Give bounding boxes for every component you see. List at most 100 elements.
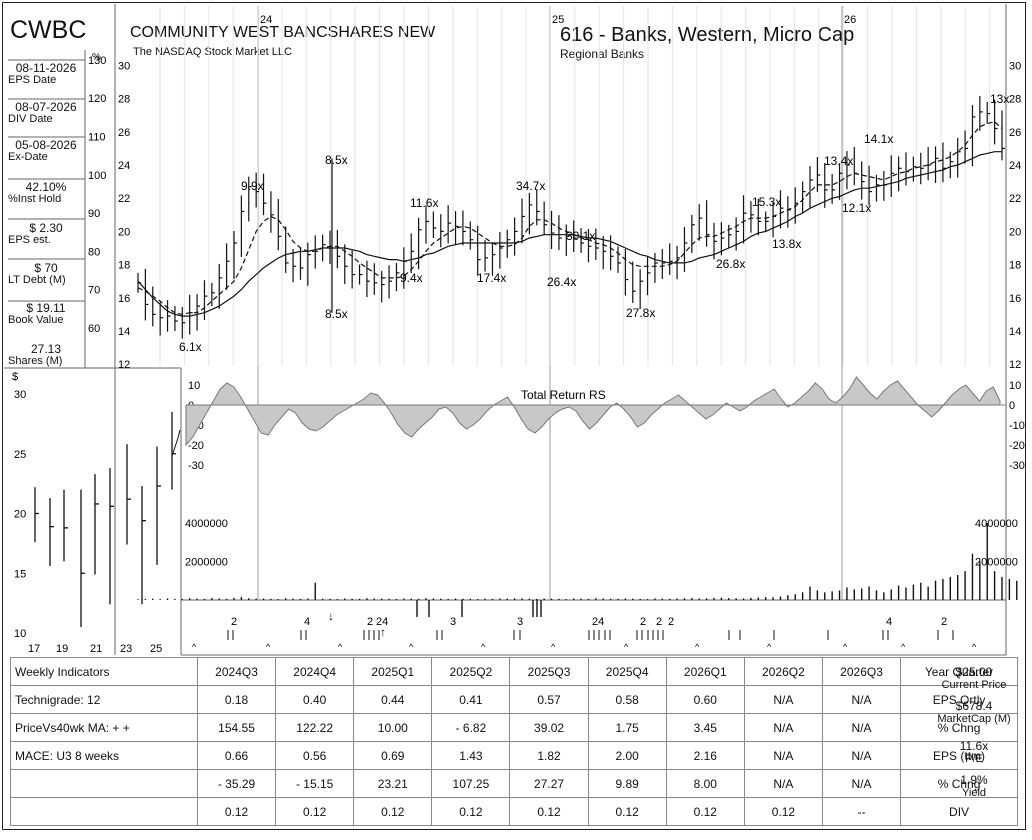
- year-label: 25: [552, 14, 564, 26]
- table-cell: [10, 797, 198, 826]
- year-label: 24: [260, 14, 272, 26]
- table-cell: 2024Q3: [196, 657, 277, 686]
- stat-label: %Inst Hold: [8, 193, 62, 205]
- stat-label: LT Debt (M): [8, 274, 66, 286]
- pe-label: P/E: [965, 753, 983, 765]
- table-cell: 2024Q4: [275, 657, 355, 686]
- down-arrow-icon: ↓: [328, 609, 334, 623]
- price-tick-right: 26: [1009, 127, 1021, 139]
- marker-count: 24: [592, 616, 604, 628]
- rs-panel: Total Return RS101000-10-10-20-20-30-30: [185, 376, 1025, 472]
- marker-caret: ^: [192, 642, 197, 652]
- current-price: $25.00: [955, 665, 993, 679]
- inset-y-tick: 25: [14, 449, 26, 461]
- table-cell: 0.12: [743, 797, 823, 826]
- stat-label: EPS est.: [8, 234, 51, 246]
- stat-label: EPS Date: [8, 74, 57, 86]
- table-cell: --: [821, 797, 902, 826]
- table-cell: 2.16: [665, 741, 745, 770]
- up-arrow-icon: ↑: [380, 625, 386, 639]
- pe-label: 9.4x: [400, 271, 423, 285]
- pe-label: 26.4x: [547, 275, 576, 289]
- marker-caret: ^: [901, 642, 906, 652]
- table-cell: 0.12: [353, 797, 433, 826]
- exchange-name: The NASDAQ Stock Market LLC: [133, 46, 292, 58]
- marker-caret: ^: [972, 642, 977, 652]
- price-tick-left: 24: [118, 160, 130, 172]
- price-tick-right: 24: [1009, 160, 1021, 172]
- price-bars: [137, 95, 1005, 339]
- table-cell: 154.55: [196, 713, 277, 742]
- marker-count: 2: [656, 616, 662, 628]
- pct-tick: 80: [88, 246, 100, 258]
- pct-tick: 110: [88, 132, 106, 144]
- price-tick-right: 18: [1009, 260, 1021, 272]
- marker-count: 2: [668, 616, 674, 628]
- moving-average-lines: [137, 121, 1003, 317]
- table-cell: DIV: [900, 797, 1018, 826]
- table-cell: N/A: [743, 769, 823, 798]
- table-cell: N/A: [821, 769, 902, 798]
- table-row: PriceVs40wk MA: + +154.55 122.22 10.00- 6.…: [10, 713, 1018, 742]
- rs-tick-right: -10: [1009, 420, 1025, 432]
- table-cell: [10, 769, 198, 798]
- stat-value: 05-08-2026: [15, 138, 77, 152]
- price-axis: 12 12 14 14 16 16 18 18 20 20 22 22 24 24 26 26 28 28 30 30…: [88, 52, 1021, 371]
- inset-x-tick: 25: [150, 643, 162, 655]
- table-cell: 8.00: [665, 769, 745, 798]
- price-tick-left: 20: [118, 226, 130, 238]
- sidebar-stat-inst-hold: 42.10% %Inst Hold: [8, 181, 84, 205]
- table-cell: % Chng: [900, 769, 1018, 798]
- sidebar-stat-eps-est: $ 2.30 EPS est.: [8, 222, 84, 246]
- table-cell: 107.25: [431, 769, 511, 798]
- marker-caret: ^: [266, 642, 271, 652]
- table-cell: 0.12: [196, 797, 277, 826]
- pe-label: 9.9x: [241, 179, 264, 193]
- price-tick-left: 18: [118, 260, 130, 272]
- inset-y-tick: 20: [14, 509, 26, 521]
- volume-tick-right: 2000000: [975, 557, 1018, 569]
- rs-tick-right: -30: [1009, 460, 1025, 472]
- stat-value: $ 70: [34, 261, 58, 275]
- table-cell: 0.60: [665, 685, 745, 714]
- table-cell: 10.00: [353, 713, 433, 742]
- table-cell: 122.22: [275, 713, 355, 742]
- price-tick-right: 12: [1009, 359, 1021, 371]
- pe-label: 6.1x: [179, 340, 202, 354]
- table-cell: 23.21: [353, 769, 433, 798]
- table-cell: Weekly Indicators: [10, 657, 198, 686]
- table-cell: - 35.29: [196, 769, 277, 798]
- inset-chart: $10 15 20 25 30 17 19 21 23 25: [12, 371, 181, 655]
- ma-10wk-line: [137, 121, 1003, 316]
- price-tick-left: 26: [118, 127, 130, 139]
- industry-group: 616 - Banks, Western, Micro Cap: [560, 24, 855, 46]
- pe-label: 26.8x: [716, 257, 745, 271]
- price-tick-left: 28: [118, 94, 130, 106]
- volume-tick-right: 4000000: [975, 518, 1018, 530]
- price-tick-left: 30: [118, 60, 130, 72]
- stat-value: $ 2.30: [29, 221, 63, 235]
- table-cell: 0.69: [353, 741, 433, 770]
- rs-area: [185, 376, 1001, 447]
- table-cell: 0.58: [587, 685, 667, 714]
- table-cell: N/A: [821, 685, 902, 714]
- inset-x-tick: 21: [90, 643, 102, 655]
- stat-label: DIV Date: [8, 113, 53, 125]
- price-tick-right: 20: [1009, 226, 1021, 238]
- marker-count: 2: [367, 616, 373, 628]
- pe-labels: 6.1x 9.9x 8.5x 8.5x 9.4x 11.6x 17.4x 34.7x 26.4x…: [179, 92, 1009, 354]
- price-tick-left: 22: [118, 193, 130, 205]
- stat-value: 08-11-2026: [15, 61, 77, 75]
- sidebar-stat-book-value: $ 19.11 Book Value: [8, 302, 84, 326]
- pe-value: 11.6x: [959, 739, 989, 753]
- pct-tick: 130: [88, 55, 106, 67]
- table-cell: N/A: [743, 741, 823, 770]
- table-cell: - 6.82: [431, 713, 511, 742]
- table-cell: N/A: [821, 741, 902, 770]
- table-cell: MACE: U3 8 weeks: [10, 741, 198, 770]
- marker-count: 3: [450, 616, 456, 628]
- pe-label: 27.8x: [626, 306, 655, 320]
- marker-caret: ^: [695, 642, 700, 652]
- table-cell: 2026Q2: [743, 657, 823, 686]
- sidebar-stat-div-date: 08-07-2026 DIV Date: [8, 101, 84, 125]
